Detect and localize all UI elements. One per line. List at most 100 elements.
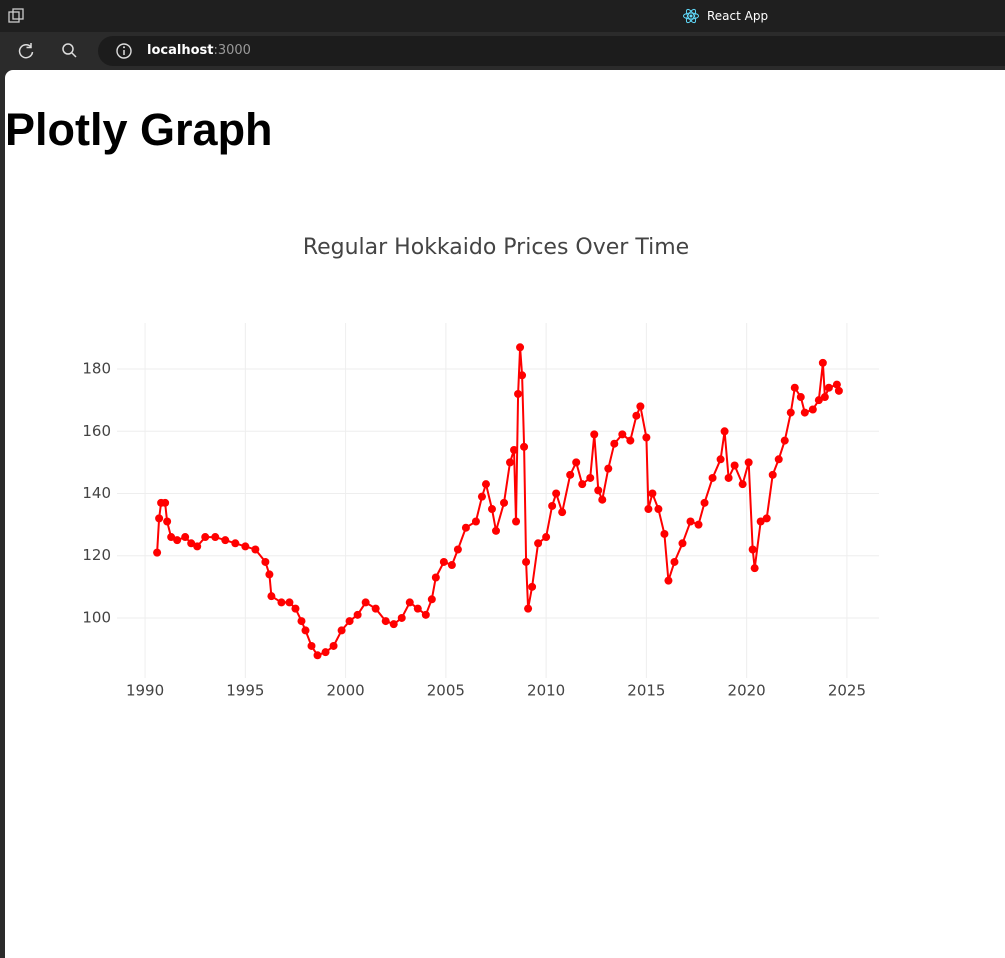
data-point [800,408,809,417]
data-point [371,604,380,613]
data-point [648,489,657,498]
data-point [720,427,729,436]
url-text: localhost:3000 [147,43,251,58]
data-point [644,505,653,514]
y-tick-label: 180 [82,360,111,378]
data-point [297,617,306,626]
data-point [578,480,587,489]
data-point [774,455,783,464]
data-point [187,539,196,548]
data-point [491,526,500,535]
data-point [155,514,164,523]
data-point [762,514,771,523]
data-point [431,573,440,582]
data-point [528,582,537,591]
data-point [678,539,687,548]
data-point [329,641,338,650]
x-tick-label: 2010 [527,682,565,700]
data-point [277,598,286,607]
data-point [506,458,515,467]
data-point [285,598,294,607]
data-point [654,505,663,514]
data-point [618,430,627,439]
y-tick-label: 160 [82,422,111,440]
data-point [670,557,679,566]
data-point [439,557,448,566]
y-tick-label: 100 [82,608,111,626]
data-point [642,433,651,442]
data-point [590,430,599,439]
data-point [421,610,430,619]
data-point [824,383,833,392]
data-point [163,517,172,526]
search-button[interactable] [60,41,80,61]
reload-button[interactable] [16,41,36,61]
data-point [193,542,202,551]
data-point [487,505,496,514]
data-point [265,570,274,579]
data-point [301,626,310,635]
data-point [708,473,717,482]
data-point [522,557,531,566]
data-point [167,533,176,542]
data-point [353,610,362,619]
site-info-icon[interactable] [114,41,134,61]
data-point [231,539,240,548]
data-point [481,480,490,489]
chart-title: Regular Hokkaido Prices Over Time [303,235,689,260]
data-point [251,545,260,554]
data-point [700,498,709,507]
data-point [514,389,523,398]
data-point [173,536,182,545]
x-tick-label: 2000 [327,682,365,700]
url-field[interactable]: localhost:3000 [98,36,1005,66]
x-tick-label: 2015 [627,682,665,700]
data-point [427,595,436,604]
data-point [389,620,398,629]
data-point [471,517,480,526]
data-point [566,470,575,479]
data-point [786,408,795,417]
data-point [221,536,230,545]
y-tick-label: 120 [82,546,111,564]
data-point [832,380,841,389]
data-line [156,347,840,657]
data-point [738,480,747,489]
data-point [381,617,390,626]
data-point [413,604,422,613]
data-point [820,393,829,402]
data-point [461,523,470,532]
url-host: localhost [147,43,214,58]
data-point [598,495,607,504]
data-point [548,501,557,510]
workspaces-icon[interactable] [7,7,27,27]
chart: Regular Hokkaido Prices Over Time 100 120… [82,235,879,700]
data-point [610,439,619,448]
page-heading: Plotly Graph [5,104,273,155]
data-point [361,598,370,607]
data-point [291,604,300,613]
data-point [405,598,414,607]
x-tick-label: 2005 [427,682,465,700]
data-point [604,464,613,473]
data-point [500,498,509,507]
data-point [211,533,220,542]
data-point [724,473,733,482]
data-point [750,564,759,573]
page-content: Plotly Graph Regular Hokkaido Prices Ove… [5,70,1005,958]
data-point [477,492,486,501]
tab-title[interactable]: React App [707,9,769,23]
data-point [594,486,603,495]
data-point [572,458,581,467]
data-point [542,533,551,542]
tab-bar: React App [0,0,1005,32]
data-point [808,405,817,414]
data-point [510,445,519,454]
data-point [632,411,641,420]
data-point [516,343,525,352]
data-point [518,371,527,380]
data-point [814,396,823,405]
data-point [780,436,789,445]
x-tick-label: 2025 [828,682,866,700]
data-point [261,557,270,566]
